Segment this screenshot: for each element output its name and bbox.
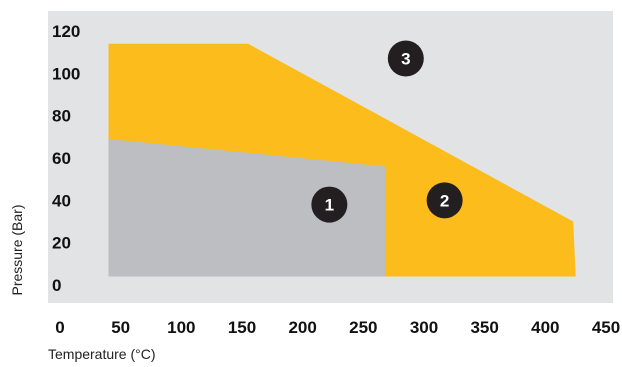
region-1-area	[108, 138, 386, 277]
region-3-badge-circle	[387, 40, 424, 77]
region-1-badge-label: 1	[325, 196, 334, 215]
x-tick-label: 350	[470, 318, 498, 337]
y-tick-label: 20	[52, 234, 71, 253]
x-axis-ticks: 0 50 100 150 200 250 300 350 400 450	[55, 318, 620, 337]
badges-layer: 1 2 3	[311, 40, 463, 223]
y-tick-label: 80	[52, 107, 71, 126]
x-tick-label: 450	[592, 318, 620, 337]
y-tick-label: 120	[52, 22, 80, 41]
region-2-badge-label: 2	[440, 191, 449, 210]
x-tick-label: 250	[349, 318, 377, 337]
y-tick-label: 100	[52, 64, 80, 83]
y-tick-label: 60	[52, 149, 71, 168]
y-axis-ticks: 0 20 40 60 80 100 120	[52, 22, 80, 295]
region-2-badge: 2	[426, 182, 463, 219]
y-tick-label: 0	[52, 276, 61, 295]
y-tick-label: 40	[52, 191, 71, 210]
x-tick-label: 200	[288, 318, 316, 337]
x-tick-label: 100	[167, 318, 195, 337]
x-tick-label: 300	[410, 318, 438, 337]
x-tick-label: 0	[55, 318, 64, 337]
region-2-badge-circle	[426, 182, 463, 219]
y-axis-label: Pressure (Bar)	[9, 204, 25, 295]
x-tick-label: 50	[111, 318, 130, 337]
region-3-badge: 3	[387, 40, 424, 77]
x-tick-label: 150	[228, 318, 256, 337]
region-3-badge-label: 3	[401, 50, 410, 69]
region-1-badge-circle	[311, 186, 348, 223]
region-1-badge: 1	[311, 186, 348, 223]
x-axis-label: Temperature (°C)	[48, 346, 156, 362]
x-tick-label: 400	[531, 318, 559, 337]
regions-layer	[108, 43, 576, 277]
